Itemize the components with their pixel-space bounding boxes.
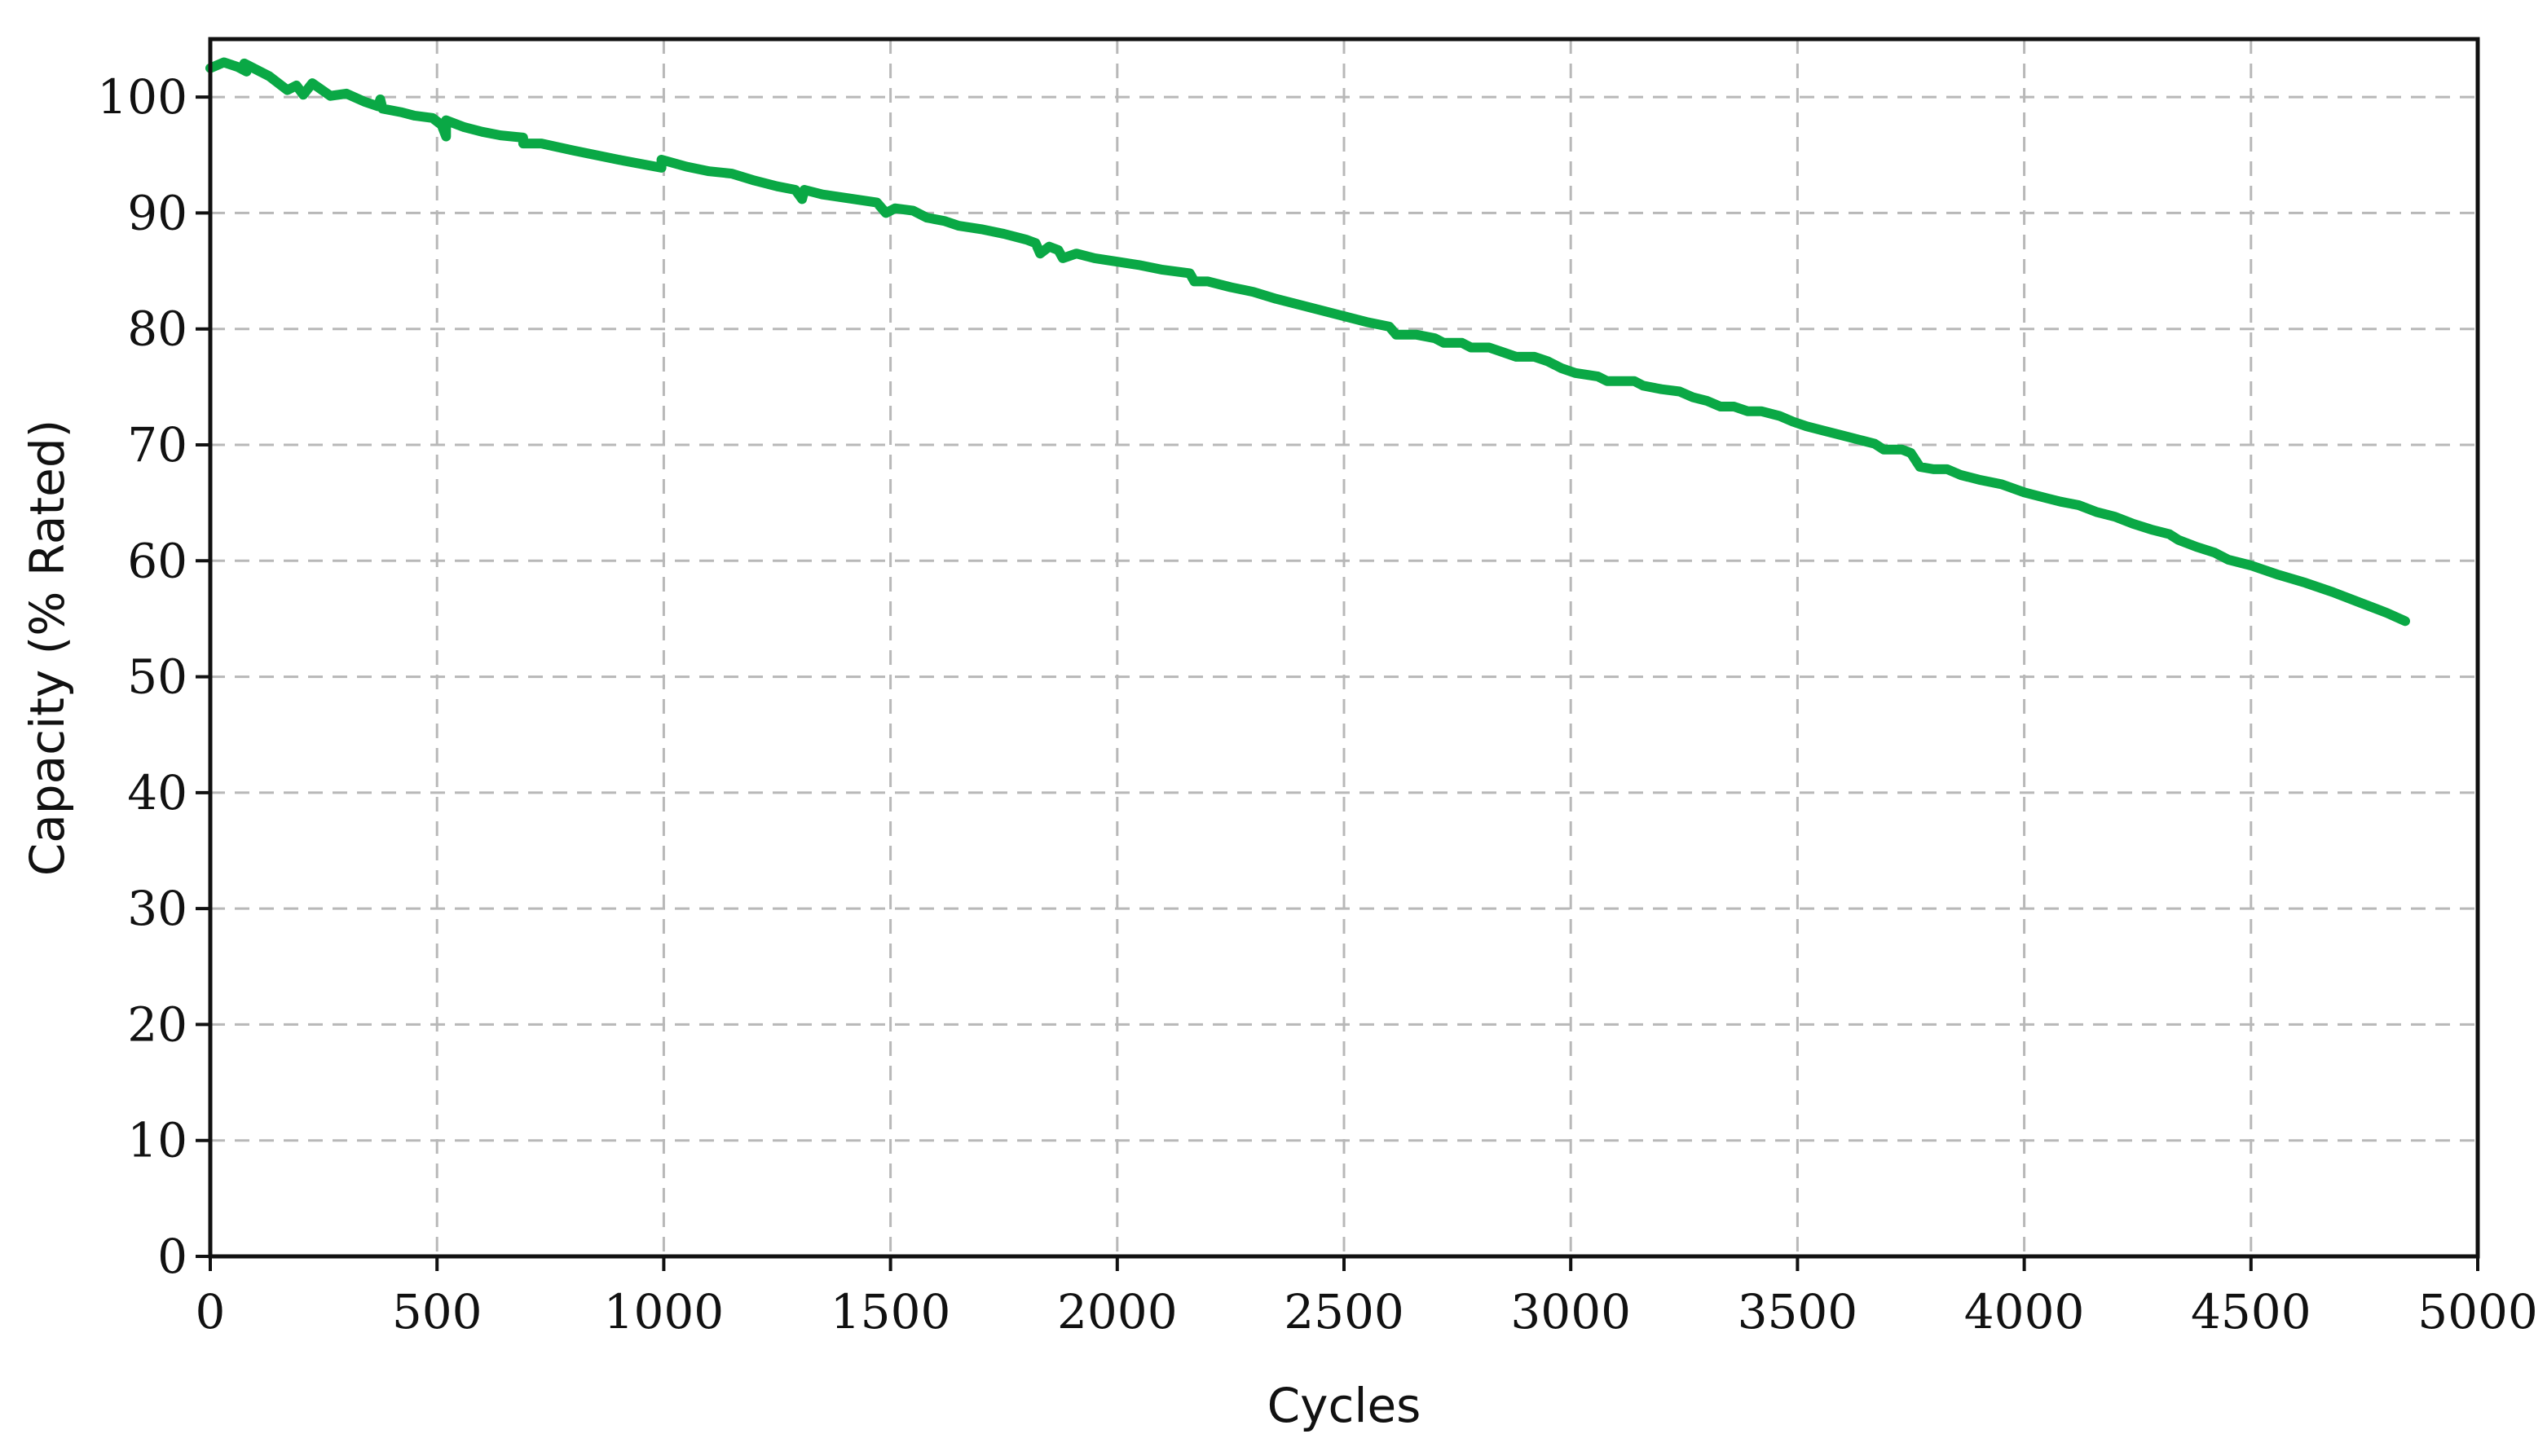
y-tick-label-10: 10 bbox=[127, 1113, 187, 1168]
y-axis-ticks: 0 10 20 30 40 50 60 70 80 90 100 bbox=[97, 69, 210, 1284]
y-axis-title: Capacity (% Rated) bbox=[20, 420, 75, 877]
x-axis-title: Cycles bbox=[1267, 1378, 1421, 1433]
x-tick-label-2000: 2000 bbox=[1057, 1284, 1178, 1339]
x-tick-label-3500: 3500 bbox=[1738, 1284, 1858, 1339]
x-axis-ticks: 0 500 1000 1500 2000 2500 3000 3500 4000 4500 5000 bbox=[196, 1256, 2538, 1339]
y-tick-label-80: 80 bbox=[127, 301, 187, 357]
x-tick-label-500: 500 bbox=[392, 1284, 483, 1339]
y-tick-label-50: 50 bbox=[127, 649, 187, 705]
y-tick-label-20: 20 bbox=[127, 996, 187, 1052]
x-tick-label-1000: 1000 bbox=[604, 1284, 725, 1339]
grid-lines bbox=[210, 39, 2478, 1256]
x-tick-label-1500: 1500 bbox=[831, 1284, 951, 1339]
x-tick-label-0: 0 bbox=[196, 1284, 226, 1339]
y-tick-label-40: 40 bbox=[127, 765, 187, 820]
x-tick-label-4500: 4500 bbox=[2191, 1284, 2311, 1339]
y-tick-label-30: 30 bbox=[127, 881, 187, 936]
x-tick-label-4000: 4000 bbox=[1964, 1284, 2085, 1339]
y-tick-label-100: 100 bbox=[97, 69, 187, 125]
y-tick-label-60: 60 bbox=[127, 533, 187, 588]
y-tick-label-90: 90 bbox=[127, 185, 187, 240]
capacity-series-line bbox=[205, 57, 2410, 627]
x-tick-label-3000: 3000 bbox=[1510, 1284, 1631, 1339]
x-tick-label-2500: 2500 bbox=[1284, 1284, 1404, 1339]
x-tick-label-5000: 5000 bbox=[2417, 1284, 2538, 1339]
y-tick-label-0: 0 bbox=[157, 1229, 187, 1284]
y-tick-label-70: 70 bbox=[127, 417, 187, 473]
